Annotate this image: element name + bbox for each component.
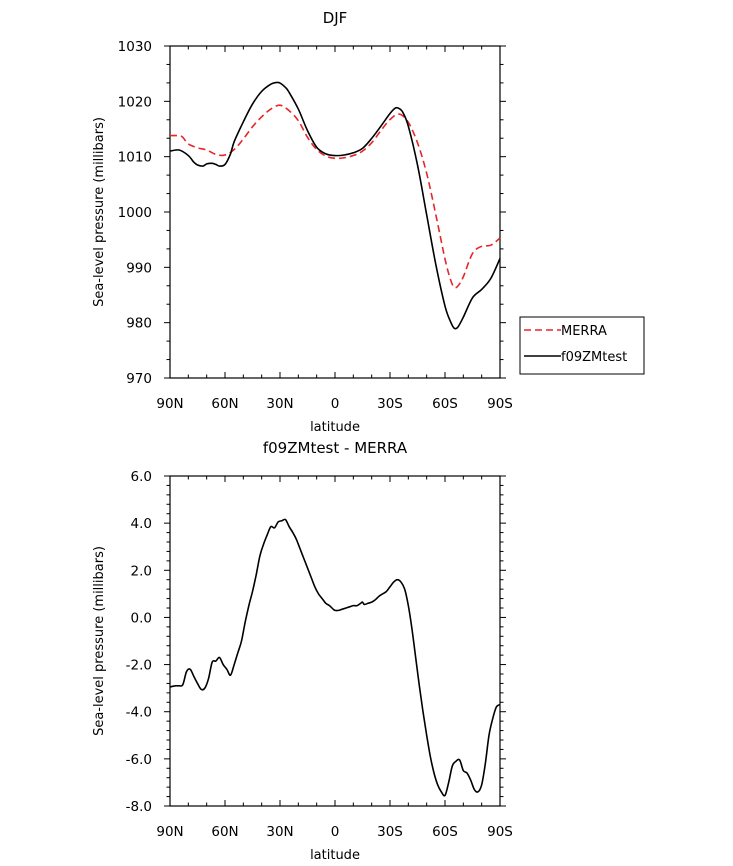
top-series-lines: [169, 81, 501, 330]
top-y-tick-label: 980: [126, 316, 152, 332]
top-y-tick-label: 1010: [118, 150, 152, 166]
bottom-x-tick-label: 60S: [432, 824, 458, 840]
top-chart-panel: DJF 970 980 990 1000 1010 1020 1030 90N 60N 30N 0…: [92, 9, 645, 435]
top-x-tick-labels: 90N 60N 30N 0 30S 60S 90S: [156, 396, 513, 412]
top-y-tick-label: 1000: [118, 205, 152, 221]
top-y-tick-label: 1030: [118, 39, 152, 55]
top-x-tick-label: 30S: [377, 396, 403, 412]
top-y-tick-labels: 970 980 990 1000 1010 1020 1030: [118, 39, 152, 387]
bottom-x-tick-label: 60N: [211, 824, 238, 840]
bottom-y-tick-label: 2.0: [131, 563, 152, 579]
bottom-y-tick-label: -8.0: [126, 799, 152, 815]
top-y-tick-label: 1020: [118, 94, 152, 110]
bottom-x-axis-label: latitude: [310, 848, 360, 863]
top-series-line-f09zmtest: [169, 81, 501, 330]
legend: MERRA f09ZMtest: [519, 316, 645, 375]
top-x-axis-label: latitude: [310, 420, 360, 435]
bottom-y-tick-label: 6.0: [131, 469, 152, 485]
top-x-tick-label: 60S: [432, 396, 458, 412]
legend-label-f09zmtest: f09ZMtest: [561, 350, 627, 365]
bottom-plot-frame: [169, 475, 501, 807]
bottom-x-tick-label: 90N: [156, 824, 183, 840]
top-y-tick-label: 990: [126, 260, 152, 276]
bottom-x-tick-label: 90S: [487, 824, 513, 840]
top-x-tick-label: 60N: [211, 396, 238, 412]
top-series-line-merra: [169, 104, 501, 289]
bottom-x-tick-labels: 90N 60N 30N 0 30S 60S 90S: [156, 824, 513, 840]
top-y-tick-label: 970: [126, 371, 152, 387]
bottom-x-tick-label: 30N: [266, 824, 293, 840]
bottom-y-tick-labels: -8.0 -6.0 -4.0 -2.0 0.0 2.0 4.0 6.0: [126, 469, 152, 815]
bottom-series-line-difference: [169, 518, 501, 797]
top-chart-title: DJF: [323, 9, 348, 27]
bottom-y-tick-label: -2.0: [126, 658, 152, 674]
top-plot-frame: [169, 45, 501, 379]
top-axis-ticks: [164, 45, 506, 379]
bottom-x-tick-label: 30S: [377, 824, 403, 840]
bottom-x-tick-label: 0: [331, 824, 340, 840]
bottom-chart-title: f09ZMtest - MERRA: [263, 439, 408, 457]
bottom-y-tick-label: -4.0: [126, 705, 152, 721]
top-y-axis-label: Sea-level pressure (millibars): [92, 117, 107, 307]
top-x-tick-label: 0: [331, 396, 340, 412]
bottom-axis-ticks: [164, 475, 506, 807]
bottom-series-lines: [169, 518, 501, 797]
legend-box: [519, 316, 645, 375]
bottom-y-axis-label: Sea-level pressure (millibars): [92, 546, 107, 736]
bottom-chart-panel: f09ZMtest - MERRA -8.0 -6.0 -4.0 -2.0 0.0 2.0…: [92, 439, 513, 863]
top-x-tick-label: 90S: [487, 396, 513, 412]
bottom-y-tick-label: -6.0: [126, 752, 152, 768]
legend-label-merra: MERRA: [561, 324, 607, 339]
top-x-tick-label: 30N: [266, 396, 293, 412]
bottom-y-tick-label: 0.0: [131, 610, 152, 626]
bottom-y-tick-label: 4.0: [131, 516, 152, 532]
top-x-tick-label: 90N: [156, 396, 183, 412]
